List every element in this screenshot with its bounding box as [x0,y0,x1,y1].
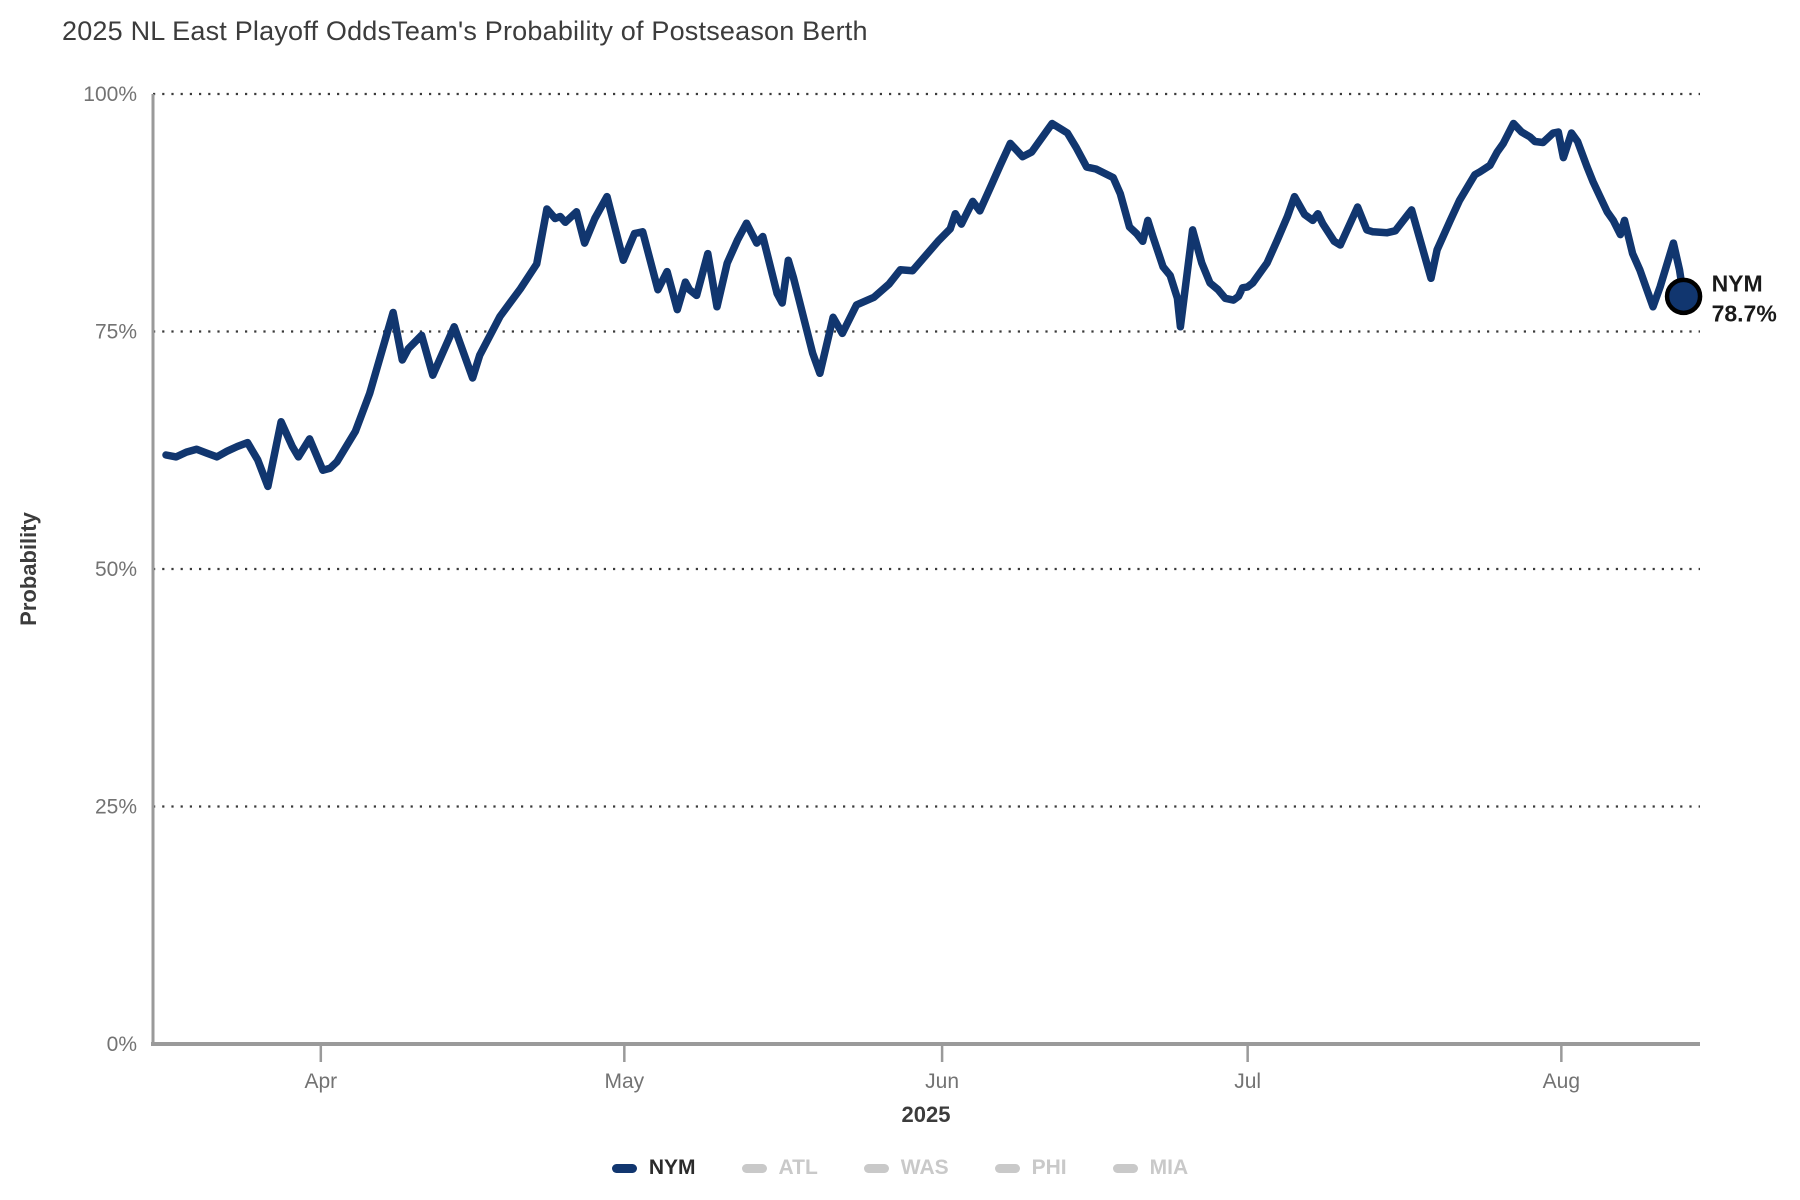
chart-title: 2025 NL East Playoff OddsTeam's Probabil… [62,16,868,47]
x-tick-label-may: May [604,1070,644,1093]
x-tick-label-aug: Aug [1543,1070,1580,1093]
y-tick-label-100: 100% [83,83,137,106]
legend-swatch-phi [994,1163,1020,1173]
endpoint-marker-nym[interactable] [1664,277,1703,316]
legend-swatch-mia [1112,1163,1138,1173]
legend-item-mia[interactable]: MIA [1112,1156,1189,1180]
legend-item-phi[interactable]: PHI [994,1156,1067,1180]
endpoint-label-team: NYM [1712,270,1763,296]
y-axis-title: Probability [16,511,41,625]
x-tick-label-jul: Jul [1234,1070,1261,1093]
legend-swatch-nym [611,1163,637,1173]
chart-subtitle: Team's Probability of Postseason Berth [391,16,868,46]
legend-item-atl[interactable]: ATL [741,1156,818,1180]
x-tick-label-apr: Apr [304,1070,337,1093]
chart-canvas[interactable]: 0% 25% 50% 75% 100% Apr May Jun Jul Aug 2025 Probab… [0,0,1800,1148]
y-tick-label-25: 25% [95,796,137,819]
y-tick-label-0: 0% [107,1033,137,1056]
y-tick-label-50: 50% [95,558,137,581]
x-tick-label-jun: Jun [925,1070,959,1093]
legend-item-was[interactable]: WAS [863,1156,949,1180]
legend-label-phi: PHI [1031,1156,1067,1179]
y-tick-label-75: 75% [95,321,137,344]
series-line-nym[interactable] [162,119,1688,491]
x-axis-title: 2025 [902,1102,951,1127]
legend-swatch-was [863,1163,889,1173]
chart-title-main: 2025 NL East Playoff Odds [62,16,392,46]
legend-item-nym[interactable]: NYM [611,1156,696,1180]
chart-legend: NYM ATL WAS PHI MIA [0,1148,1800,1188]
endpoint-label-value: 78.7% [1712,300,1777,326]
legend-swatch-atl [741,1163,767,1173]
legend-label-nym: NYM [648,1156,696,1179]
legend-label-mia: MIA [1149,1156,1189,1179]
legend-label-was: WAS [900,1156,949,1179]
legend-label-atl: ATL [778,1156,818,1179]
